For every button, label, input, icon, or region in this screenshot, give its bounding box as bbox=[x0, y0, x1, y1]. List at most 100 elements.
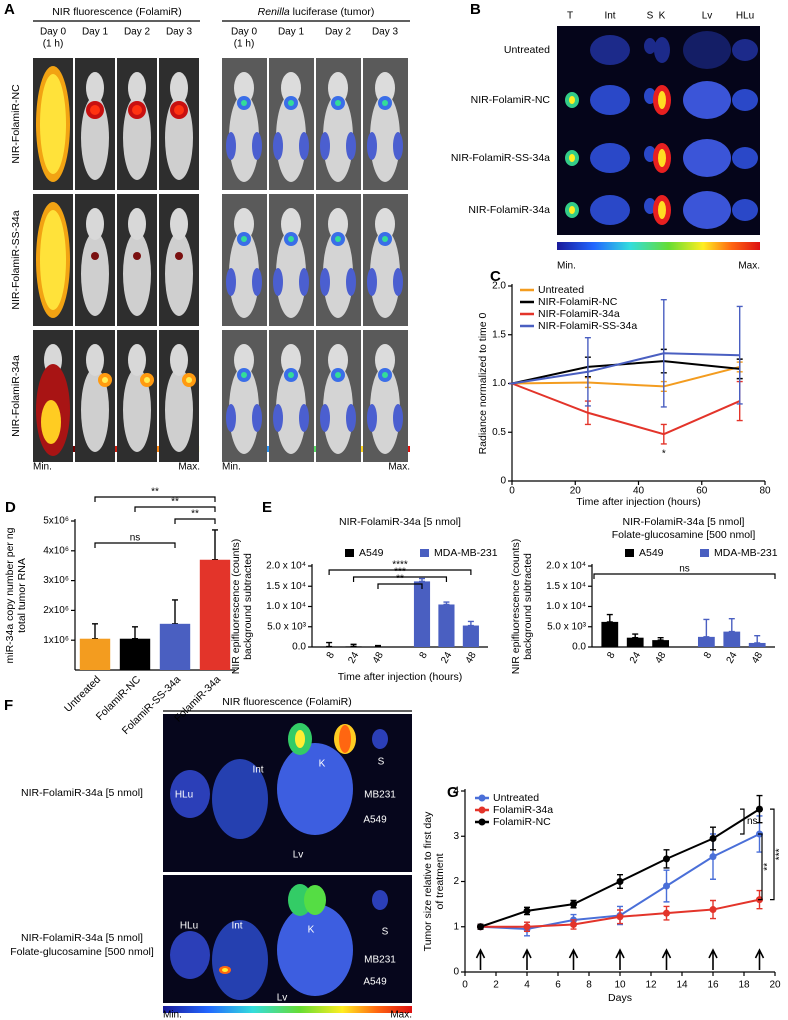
y-axis-label: NIR epifluorescence (counts) bbox=[230, 539, 242, 674]
scale-max: Max. bbox=[738, 261, 760, 272]
point bbox=[523, 923, 531, 931]
significance-label: * bbox=[662, 448, 666, 459]
header-italic: Renilla bbox=[258, 6, 290, 18]
bar bbox=[626, 637, 644, 647]
bar bbox=[652, 640, 670, 647]
series-line bbox=[511, 360, 740, 385]
legend-label: FolamiR-34a bbox=[493, 804, 553, 816]
organ bbox=[654, 37, 670, 63]
organ bbox=[683, 139, 731, 177]
tumor-signal bbox=[335, 372, 341, 378]
y-axis-label: Tumor size relative to first day bbox=[422, 811, 434, 951]
y-tick-label: 2x10⁶ bbox=[43, 605, 69, 616]
x-tick-label: 0 bbox=[509, 486, 515, 497]
signal bbox=[90, 105, 100, 115]
panel-letter: D bbox=[5, 499, 16, 516]
point bbox=[709, 835, 717, 843]
mouse-head bbox=[328, 208, 348, 240]
scale-max: Max. bbox=[178, 462, 200, 473]
organ bbox=[683, 81, 731, 119]
mouse-body bbox=[276, 94, 306, 182]
x-tick-label: 4 bbox=[524, 980, 530, 991]
x-tick-label: 48 bbox=[750, 650, 765, 666]
panel-letter: E bbox=[262, 499, 272, 516]
organ bbox=[222, 968, 228, 972]
mouse-body bbox=[370, 230, 400, 318]
signal bbox=[252, 404, 262, 432]
signal bbox=[393, 268, 403, 296]
error-bar bbox=[467, 620, 474, 627]
y-tick-label: 1.5 x 10⁴ bbox=[546, 581, 586, 592]
tumor-signal bbox=[382, 372, 388, 378]
mouse-body bbox=[276, 230, 306, 318]
x-tick-label: 48 bbox=[464, 650, 479, 666]
legend-swatch bbox=[700, 549, 709, 557]
organ bbox=[683, 191, 731, 229]
organ bbox=[590, 35, 630, 65]
organ-label: HLu bbox=[175, 790, 193, 801]
organ-label: S bbox=[378, 757, 385, 768]
organ bbox=[170, 770, 210, 818]
signal bbox=[175, 252, 183, 260]
error-bar bbox=[92, 623, 98, 640]
organ bbox=[658, 201, 666, 219]
point bbox=[570, 900, 577, 908]
treatment-arrow bbox=[708, 948, 718, 970]
bar bbox=[159, 623, 191, 670]
legend-label: MDA-MB-231 bbox=[714, 547, 778, 559]
bar bbox=[119, 638, 151, 670]
mouse-head bbox=[281, 208, 301, 240]
panel-letter: G bbox=[447, 784, 459, 801]
row-label: NIR-FolamiR-34a bbox=[10, 355, 22, 437]
y-tick-label: 0 bbox=[453, 967, 459, 978]
row-label: Untreated bbox=[504, 44, 550, 56]
signal bbox=[102, 377, 108, 383]
mouse-body bbox=[165, 368, 193, 452]
significance-label: ** bbox=[191, 509, 199, 520]
y-axis-label: Radiance normalized to time 0 bbox=[477, 312, 489, 454]
x-axis-label: Time after injection (hours) bbox=[576, 496, 701, 508]
organ bbox=[569, 96, 575, 104]
signal bbox=[393, 404, 403, 432]
series-line bbox=[511, 352, 740, 385]
y-axis-label: background subtracted bbox=[522, 553, 534, 660]
tumor-signal bbox=[288, 100, 294, 106]
bar bbox=[697, 636, 715, 647]
panel-letter: A bbox=[4, 1, 15, 18]
error-bar bbox=[172, 599, 178, 625]
significance-label: ** bbox=[171, 497, 179, 508]
x-tick-label: 8 bbox=[605, 650, 618, 661]
color-scale bbox=[163, 1006, 412, 1013]
significance-bracket bbox=[740, 808, 745, 835]
error-bar bbox=[660, 298, 667, 408]
x-tick-label: 14 bbox=[676, 980, 688, 991]
bar bbox=[345, 646, 362, 647]
row-label: NIR-FolamiR-NC bbox=[471, 94, 551, 106]
mouse-body bbox=[81, 368, 109, 452]
signal bbox=[346, 132, 356, 160]
bar bbox=[413, 581, 431, 647]
mouse-body bbox=[323, 366, 353, 454]
x-tick-label: 12 bbox=[645, 980, 657, 991]
signal bbox=[346, 404, 356, 432]
error-bar bbox=[703, 618, 710, 638]
x-tick-label: 8 bbox=[325, 650, 338, 661]
signal bbox=[346, 268, 356, 296]
scale-max: Max. bbox=[388, 462, 410, 473]
x-tick-label: 80 bbox=[759, 486, 771, 497]
x-tick-label: 8 bbox=[586, 980, 592, 991]
signal bbox=[273, 132, 283, 160]
mouse-head bbox=[375, 72, 395, 104]
point bbox=[709, 906, 717, 914]
error-bar bbox=[736, 305, 743, 405]
mouse-body bbox=[323, 94, 353, 182]
tumor-signal bbox=[335, 236, 341, 242]
chart-title: NIR-FolamiR-34a [5 nmol] bbox=[339, 516, 461, 528]
signal bbox=[299, 404, 309, 432]
series-line bbox=[511, 382, 741, 436]
organ bbox=[212, 920, 268, 1000]
y-tick-label: 5.0 x 10³ bbox=[267, 621, 307, 632]
point bbox=[663, 855, 670, 863]
organ-label: HLu bbox=[180, 921, 198, 932]
y-axis-label: total tumor RNA bbox=[16, 558, 28, 633]
